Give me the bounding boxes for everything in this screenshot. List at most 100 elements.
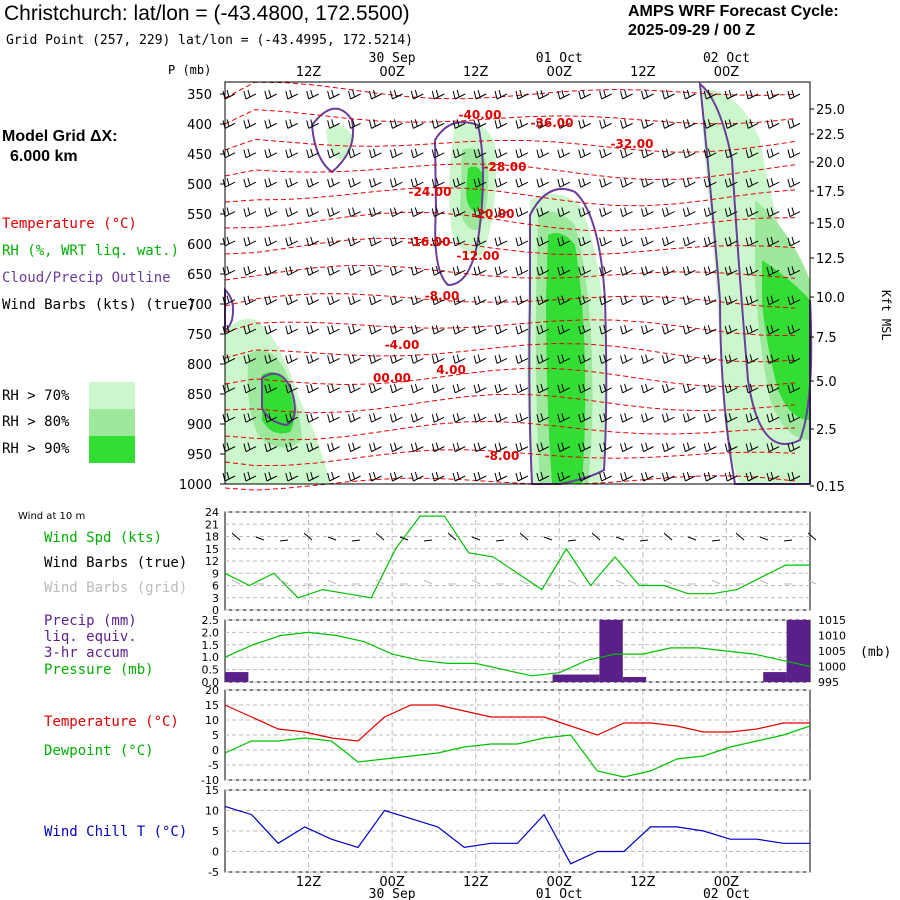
wind-barb-flag xyxy=(557,414,561,423)
wind-barb-flag xyxy=(352,324,356,333)
wind-barb-flag xyxy=(624,119,628,127)
wind-barb-flag xyxy=(410,296,414,305)
wind-barb-staff xyxy=(475,416,487,423)
wind-barb-staff xyxy=(685,152,696,159)
wind-barb-flag xyxy=(686,89,690,98)
wind-barb-flag xyxy=(620,384,624,393)
rh-region-11 xyxy=(762,260,810,420)
wind-barb-flag xyxy=(791,324,795,333)
wind-barb-staff xyxy=(350,416,361,423)
wind-barb xyxy=(348,266,361,276)
wind-barb-flag xyxy=(791,471,795,480)
wind-barb-flag xyxy=(745,90,749,100)
wind-barb-flag xyxy=(745,414,749,423)
wind-barb-staff xyxy=(559,93,571,100)
wind-barb-flag xyxy=(770,89,774,98)
wind-barb-staff xyxy=(601,299,612,306)
pressure-tick-label: 500 xyxy=(187,178,212,193)
wind-barb-flag xyxy=(247,119,251,127)
wind-barb xyxy=(724,148,738,159)
wind-barb xyxy=(494,324,508,335)
wind-barb-staff xyxy=(622,299,633,306)
wind-barb-flag xyxy=(310,236,314,245)
wind-barb-flag xyxy=(682,355,686,364)
wind-barb-flag xyxy=(352,89,356,98)
wind-barb-flag xyxy=(787,414,791,423)
wind-barb-flag xyxy=(728,89,732,98)
wind-barb-flag xyxy=(327,325,331,335)
wind-barb-flag xyxy=(306,179,310,188)
wind-barb xyxy=(431,413,445,423)
wind-barb-flag xyxy=(494,472,498,482)
wind-barb-flag xyxy=(473,179,477,188)
wind-barb-staff xyxy=(454,475,466,482)
wind-barb xyxy=(368,119,382,129)
wind-barb-flag xyxy=(557,384,561,393)
wind-barb-flag xyxy=(703,355,707,364)
kft-tick-label: 17.5 xyxy=(816,185,845,200)
wind-barb-flag xyxy=(477,119,481,127)
wind-barb-flag xyxy=(431,384,435,393)
wind-barb xyxy=(410,413,424,423)
wind-barb-staff xyxy=(475,269,487,276)
wind-barb-flag xyxy=(473,443,477,452)
wind-barb-staff xyxy=(454,446,466,453)
wind-barb-flag xyxy=(766,355,770,364)
wind-barb-staff xyxy=(517,240,529,247)
wind-barb-flag xyxy=(247,354,251,362)
wind-barb-flag xyxy=(289,471,293,480)
wind-barb-flag xyxy=(791,413,795,421)
wind-barb-staff xyxy=(643,269,654,276)
wind-barb xyxy=(452,324,466,335)
wind-barb-flag xyxy=(243,355,247,364)
wind-barb-staff xyxy=(371,416,382,423)
wind-barb-flag xyxy=(724,208,728,217)
wind-barb-flag xyxy=(494,120,498,129)
surface-wind-barb xyxy=(567,539,577,542)
wind-barb xyxy=(599,442,612,453)
wind-barb xyxy=(494,236,508,247)
wind-barb xyxy=(285,324,299,335)
wind-barb-flag xyxy=(540,471,544,480)
wind-barb-flag xyxy=(368,325,372,335)
wind-barb-flag xyxy=(393,207,397,215)
wind-barb xyxy=(327,236,340,247)
wind-barb xyxy=(661,413,675,423)
wind-barb-flag xyxy=(477,266,481,274)
wind-barb xyxy=(327,266,340,276)
wind-barb-staff xyxy=(350,122,361,129)
wind-barb xyxy=(661,236,675,247)
wind-barb-flag xyxy=(352,442,356,450)
wind-barb-flag xyxy=(243,149,247,158)
wind-barb-staff xyxy=(329,240,340,247)
wind-barb-staff xyxy=(350,446,361,453)
wind-barb-flag xyxy=(498,413,502,421)
wind-barb xyxy=(620,383,633,394)
wind-barb-flag xyxy=(410,208,414,217)
wind-barb-flag xyxy=(641,325,645,335)
top-date-label: 30 Sep xyxy=(369,51,416,66)
wind-barb-staff xyxy=(434,93,445,100)
wind-barb xyxy=(515,383,529,394)
wind-barb xyxy=(473,442,487,453)
wind-barb xyxy=(348,324,361,335)
wind-barb xyxy=(536,354,550,364)
wind-barb-staff xyxy=(496,152,508,159)
surface-wind-barb xyxy=(399,536,409,541)
wind-barb-staff xyxy=(517,328,529,335)
wind-barb-staff xyxy=(768,269,780,276)
surface-wind-barb xyxy=(519,532,529,541)
wind-barb xyxy=(724,383,738,394)
wind-barb xyxy=(452,266,466,276)
wind-barb-staff xyxy=(413,299,424,306)
wind-barb xyxy=(599,383,612,394)
wind-barb xyxy=(557,295,571,306)
wind-barb-flag xyxy=(665,236,669,245)
wind-barb-flag xyxy=(519,236,523,245)
wind-speed-label: Wind Spd (kts) xyxy=(44,530,162,546)
wind-barb-flag xyxy=(561,148,565,156)
wind-barb-staff xyxy=(371,240,382,247)
wind-barb-flag xyxy=(749,354,753,362)
precip-liq-label: liq. equiv. xyxy=(44,629,137,645)
wind-barb-staff xyxy=(475,181,487,188)
